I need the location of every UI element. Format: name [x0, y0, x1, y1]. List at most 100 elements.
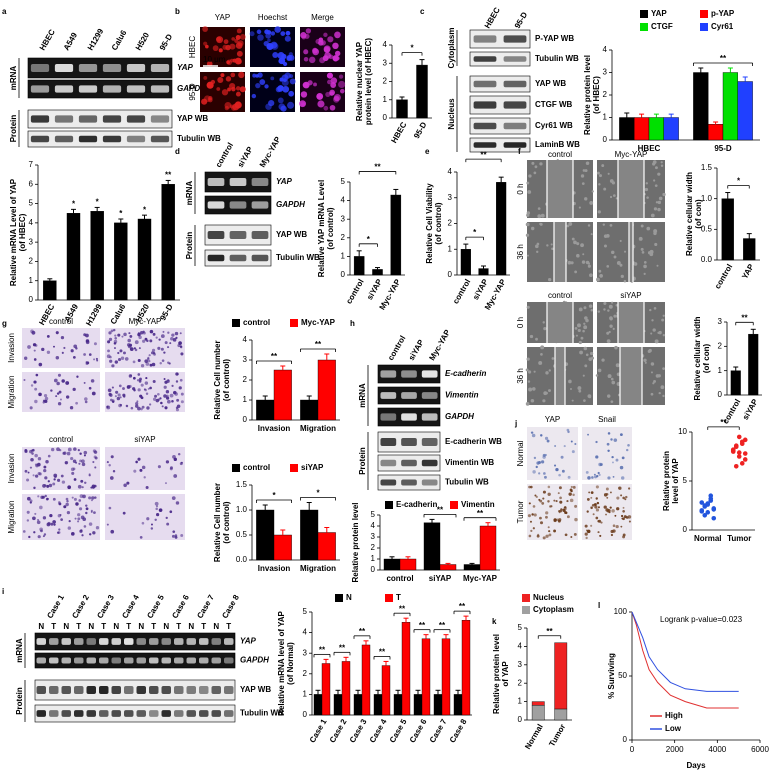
- cell: [47, 480, 50, 483]
- cell: [154, 518, 157, 522]
- y-tick-label: 3: [303, 648, 308, 657]
- band: [199, 638, 209, 645]
- error-bar: [118, 218, 124, 223]
- legend-swatch: [522, 606, 530, 614]
- bar: [441, 638, 451, 716]
- cell: [559, 500, 563, 504]
- cell: [615, 197, 618, 200]
- cell: [217, 76, 224, 83]
- error-bar: [47, 278, 53, 281]
- cell: [278, 59, 283, 64]
- cell: [58, 502, 62, 506]
- error-bar: [262, 504, 268, 510]
- cell: [110, 329, 114, 333]
- cell: [36, 520, 41, 525]
- cell: [611, 301, 614, 304]
- cell: [616, 260, 621, 265]
- cell: [542, 490, 546, 494]
- cell: [583, 346, 588, 351]
- axis-title: Relative protein level: [492, 634, 501, 714]
- cell: [605, 513, 607, 516]
- cell: [531, 513, 534, 516]
- x-tick-label: 4000: [708, 745, 726, 754]
- group-label: Protein: [15, 687, 24, 715]
- band: [74, 638, 84, 645]
- cell: [555, 500, 558, 503]
- cell: [77, 484, 82, 489]
- y-tick-label: 0: [371, 565, 376, 574]
- band: [30, 64, 50, 72]
- cell: [107, 388, 112, 393]
- cell: [608, 304, 613, 309]
- bar: [743, 238, 756, 261]
- cell: [155, 398, 160, 403]
- cell: [71, 496, 74, 499]
- legend-label: High: [665, 711, 683, 720]
- legend-label: YAP: [651, 9, 667, 18]
- point: [739, 461, 745, 466]
- cell: [165, 396, 170, 400]
- column-label: siYAP: [620, 291, 641, 300]
- cell: [229, 104, 234, 109]
- y-tick-label: 0.5: [701, 224, 713, 233]
- cell: [216, 36, 222, 42]
- band: [503, 101, 527, 109]
- cell: [609, 506, 612, 509]
- case-label: Case 4: [120, 593, 141, 620]
- wound-gap: [554, 222, 566, 282]
- legend-swatch: [450, 501, 458, 509]
- cell: [605, 487, 609, 491]
- cell: [620, 514, 624, 518]
- cell: [78, 499, 82, 502]
- cell: [28, 535, 31, 539]
- cell: [78, 462, 81, 465]
- cell: [157, 392, 160, 396]
- wound-gap: [618, 160, 644, 218]
- cell: [597, 471, 600, 475]
- cell: [547, 526, 550, 529]
- cell: [327, 79, 332, 85]
- cell: [315, 38, 321, 45]
- cell: [175, 501, 180, 505]
- cell: [313, 82, 317, 87]
- axis-title: Relative cellular width: [693, 316, 702, 400]
- cell: [237, 40, 244, 47]
- cell: [178, 341, 182, 345]
- cell: [597, 506, 600, 509]
- cell: [47, 454, 51, 458]
- y-tick-label: 0: [29, 295, 34, 304]
- gel: [27, 57, 173, 79]
- group-label: Cytoplasm: [447, 28, 456, 69]
- cell: [568, 379, 572, 384]
- cell: [164, 482, 167, 485]
- cell: [654, 184, 658, 187]
- axis-title: Relative Cell number: [213, 483, 222, 562]
- error-bar: [142, 214, 147, 219]
- cell: [38, 362, 43, 367]
- cell: [528, 174, 532, 178]
- bar: [396, 99, 408, 119]
- band: [473, 56, 497, 62]
- cell: [616, 507, 620, 511]
- cell: [85, 339, 90, 343]
- band: [174, 657, 184, 664]
- cell: [57, 373, 62, 377]
- lane-label: HBEC: [38, 28, 57, 52]
- cell: [275, 86, 282, 93]
- cell: [317, 100, 325, 108]
- cell: [88, 353, 92, 356]
- band: [99, 686, 109, 694]
- cell: [29, 466, 33, 469]
- band-label: YAP WB: [240, 685, 271, 694]
- cell: [171, 384, 174, 388]
- cell: [29, 406, 33, 410]
- row-label: 0 h: [516, 183, 525, 194]
- cell: [323, 32, 328, 37]
- cell: [121, 335, 124, 338]
- band: [211, 638, 221, 645]
- cell: [82, 517, 87, 522]
- cell: [584, 364, 588, 368]
- cell: [542, 453, 546, 457]
- cell: [135, 404, 139, 408]
- cell: [581, 182, 585, 186]
